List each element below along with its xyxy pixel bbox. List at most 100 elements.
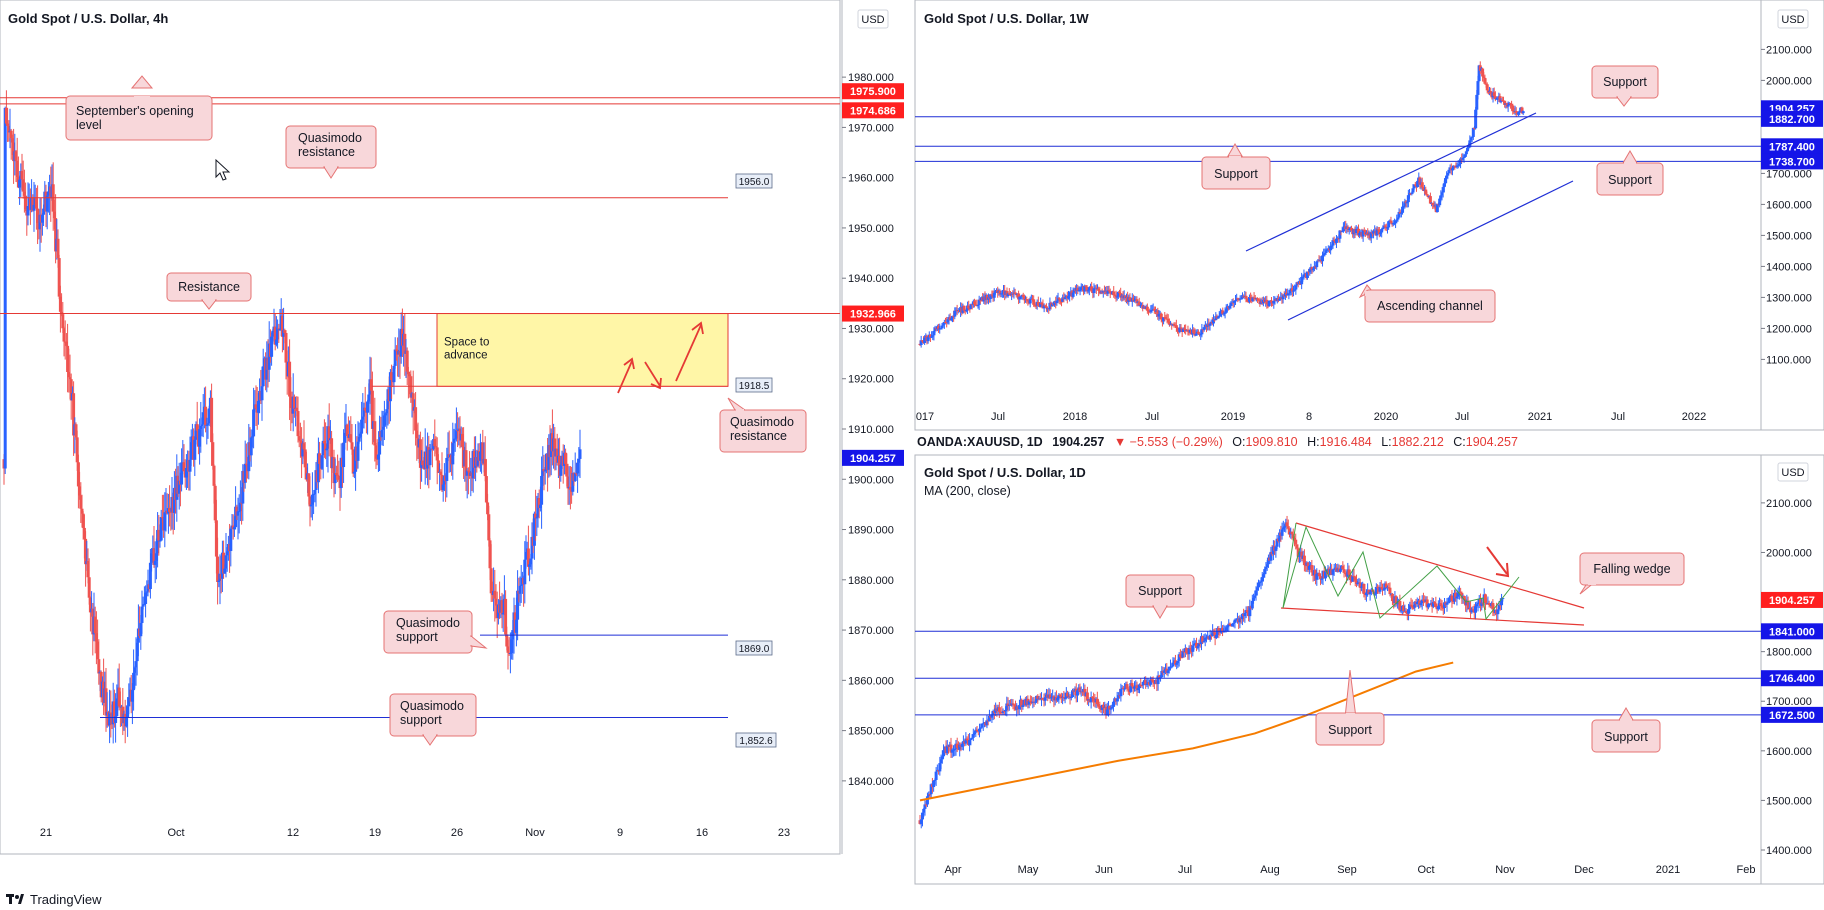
candle-body: [1476, 603, 1480, 605]
usd-toggle-4h[interactable]: [857, 9, 889, 29]
tradingview-brand[interactable]: TradingView: [30, 891, 102, 907]
candle-body: [1517, 112, 1521, 115]
time-axis-1d[interactable]: Apr May Jun Jul Aug Sep Oct Nov Dec 2021 Feb: [944, 864, 1755, 876]
time-axis-4h[interactable]: 21 Oct 12 19 26 Nov 9 16 23: [40, 827, 790, 839]
usd-toggle-1d[interactable]: [1777, 462, 1809, 482]
candle-body: [524, 551, 528, 560]
candle-body: [1041, 698, 1045, 700]
candle-body: [14, 151, 18, 161]
high-label: H:: [1307, 435, 1320, 449]
candle-body: [1441, 187, 1445, 193]
candle-body: [1256, 298, 1260, 300]
annotation-support-1d-top[interactable]: Support: [1125, 574, 1195, 619]
candle-body: [140, 606, 144, 624]
annotation-quasimodo-support-1[interactable]: Quasimodo support: [383, 610, 488, 654]
candle-body: [1160, 670, 1164, 678]
annotation-quasimodo-resistance-1[interactable]: Quasimodo resistance: [285, 125, 377, 179]
currency-label-4h[interactable]: USD: [861, 14, 884, 26]
candle-body: [571, 472, 575, 492]
annotation-falling-wedge[interactable]: Falling wedge: [1579, 552, 1685, 595]
candle-body: [1110, 706, 1114, 709]
candle-body: [1135, 299, 1139, 304]
price-axis-1d[interactable]: 2100.000 2000.000 1800.000 1700.000 1600.000…: [1761, 498, 1812, 857]
currency-label-1d[interactable]: USD: [1781, 467, 1804, 479]
candle-body: [1508, 102, 1512, 104]
candle-body: [1420, 599, 1424, 604]
candle-body: [537, 498, 541, 509]
svg-text:Ascending channel: Ascending channel: [1377, 299, 1483, 313]
svg-text:Resistance: Resistance: [178, 280, 240, 294]
annotation-support-1d-bottom-right[interactable]: Support: [1591, 707, 1661, 753]
candle-body: [436, 460, 440, 473]
candle-body: [1470, 609, 1474, 613]
candle-body: [1410, 605, 1414, 608]
candle-body: [1234, 619, 1238, 621]
candle-body: [1208, 634, 1212, 640]
annotation-quasimodo-resistance-2[interactable]: Quasimodo resistance: [719, 397, 807, 453]
candle-body: [1177, 654, 1181, 661]
candle-body: [385, 409, 389, 414]
candle-body: [1352, 575, 1356, 577]
candle-body: [1385, 227, 1389, 229]
candle-body: [998, 290, 1002, 295]
candle-body: [1443, 178, 1447, 184]
annotation-support-1w-left[interactable]: Support: [1201, 143, 1271, 190]
channel-lower-line[interactable]: [1287, 180, 1574, 321]
candle-body: [1032, 299, 1036, 305]
candle-body: [212, 465, 216, 486]
annotation-support-1d-bottom-left[interactable]: Support: [1315, 669, 1385, 746]
candle-body: [1388, 587, 1392, 595]
candle-body: [160, 516, 164, 518]
annotation-support-1w-right[interactable]: Support: [1596, 150, 1664, 196]
price-badge: [842, 449, 904, 466]
candle-body: [1434, 603, 1438, 608]
price-tick-label: 1870.000: [848, 625, 894, 637]
candle-body: [288, 361, 292, 397]
candle-body: [1394, 596, 1398, 604]
candle-body: [1033, 701, 1037, 703]
usd-toggle-1w[interactable]: [1777, 9, 1809, 29]
candle-body: [127, 697, 131, 707]
chart-4h-panel[interactable]: Gold Spot / U.S. Dollar, 4h USD Space to…: [0, 0, 904, 855]
candle-body: [229, 528, 233, 552]
time-axis-1w[interactable]: 017 Jul 2018 Jul 2019 8 2020 Jul 2021 Jul 2022: [916, 411, 1706, 423]
level-label-1956: 1956.0: [739, 177, 770, 188]
annotation-quasimodo-support-2[interactable]: Quasimodo support: [389, 693, 477, 746]
candle-body: [1462, 156, 1466, 158]
candle-body: [117, 687, 121, 707]
chart-1d-panel[interactable]: OANDA:XAUUSD, 1D 1904.257 ▼ −5.553 (−0.2…: [914, 429, 1824, 885]
candle-body: [523, 559, 527, 585]
candle-body: [408, 374, 412, 377]
candle-body: [1062, 697, 1066, 699]
candle-body: [1381, 227, 1385, 230]
candle-body: [376, 454, 380, 460]
candle-body: [1028, 700, 1032, 702]
candle-body: [1185, 648, 1189, 654]
chart-1w-panel[interactable]: Gold Spot / U.S. Dollar, 1W USD Support …: [914, 0, 1824, 431]
ma-indicator-label[interactable]: MA (200, close): [924, 484, 1011, 498]
price-axis-4h[interactable]: 1980.000 1970.000 1960.000 1950.000 1940.000…: [842, 72, 894, 788]
candle-body: [134, 661, 138, 668]
tradingview-footer[interactable]: TradingView: [6, 890, 102, 908]
candle-body: [362, 407, 366, 417]
candle-body: [1408, 193, 1412, 196]
wedge-upper-line[interactable]: [1295, 522, 1585, 609]
candle-body: [1002, 710, 1006, 712]
candle-body: [969, 304, 973, 309]
annotation-resistance[interactable]: Resistance: [166, 272, 252, 310]
candle-body: [1184, 329, 1188, 331]
candle-body: [1173, 660, 1177, 665]
candle-body: [1456, 165, 1460, 167]
annotation-support-1w-top[interactable]: Support: [1591, 65, 1659, 107]
price-tick-label: 2100.000: [1766, 498, 1812, 510]
ma200-line[interactable]: [919, 661, 1454, 802]
wedge-lower-line[interactable]: [1280, 607, 1585, 626]
annotation-ascending-channel[interactable]: Ascending channel: [1358, 284, 1496, 323]
channel-upper-line[interactable]: [1245, 112, 1537, 252]
currency-label-1w[interactable]: USD: [1781, 14, 1804, 26]
annotation-september-opening-level[interactable]: September's opening level: [65, 75, 213, 141]
candle-body: [973, 301, 977, 305]
candle-body: [945, 322, 949, 324]
candle-body: [1319, 576, 1323, 580]
candle-body: [57, 258, 61, 297]
